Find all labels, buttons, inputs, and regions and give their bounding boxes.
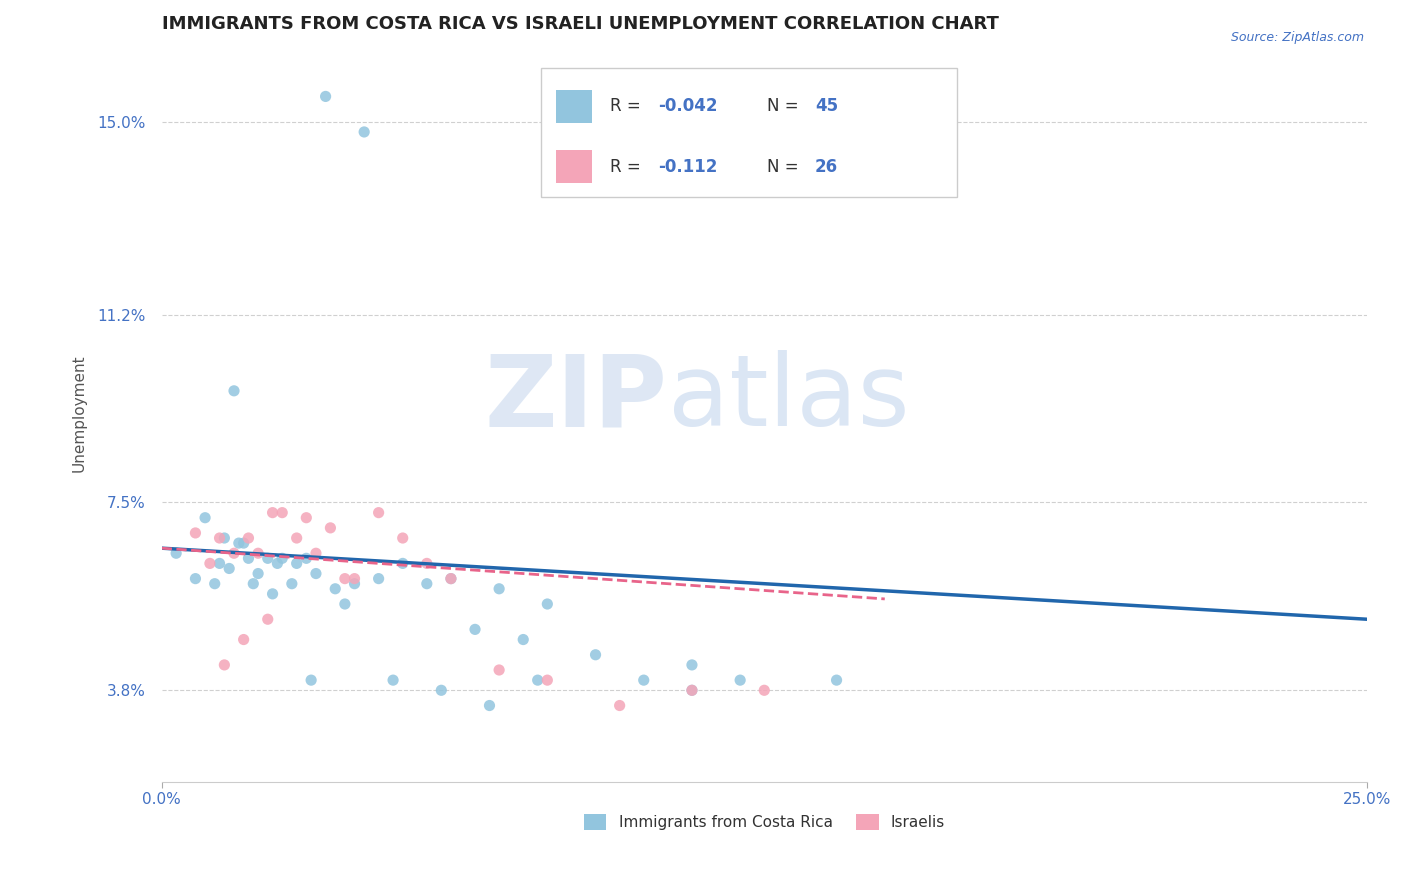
- Point: [440, 572, 463, 586]
- Point: [609, 698, 631, 713]
- Text: -0.042: -0.042: [658, 97, 717, 115]
- Point: [232, 632, 254, 647]
- Text: -0.112: -0.112: [658, 158, 717, 176]
- Point: [204, 576, 226, 591]
- Point: [305, 546, 328, 560]
- Point: [391, 557, 413, 571]
- Point: [242, 576, 264, 591]
- Legend: Immigrants from Costa Rica, Israelis: Immigrants from Costa Rica, Israelis: [578, 808, 950, 837]
- Point: [430, 683, 453, 698]
- Text: ZIP: ZIP: [485, 351, 668, 448]
- Point: [536, 673, 558, 687]
- Point: [440, 572, 463, 586]
- Point: [232, 536, 254, 550]
- Text: atlas: atlas: [668, 351, 910, 448]
- Point: [367, 572, 389, 586]
- Point: [728, 673, 751, 687]
- Point: [271, 506, 294, 520]
- Point: [343, 576, 366, 591]
- Point: [208, 531, 231, 545]
- Point: [285, 557, 308, 571]
- Point: [333, 572, 356, 586]
- Point: [214, 657, 236, 672]
- Point: [214, 531, 236, 545]
- Point: [319, 521, 342, 535]
- Point: [299, 673, 322, 687]
- Point: [218, 561, 240, 575]
- Point: [323, 582, 346, 596]
- Point: [305, 566, 328, 581]
- Text: 45: 45: [815, 97, 838, 115]
- Point: [198, 557, 221, 571]
- Bar: [555, 150, 592, 183]
- Point: [228, 536, 250, 550]
- Y-axis label: Unemployment: Unemployment: [72, 355, 86, 473]
- Point: [262, 587, 284, 601]
- Point: [295, 510, 318, 524]
- Text: R =: R =: [610, 158, 645, 176]
- Point: [247, 546, 270, 560]
- Point: [464, 623, 486, 637]
- Point: [488, 663, 510, 677]
- Text: Source: ZipAtlas.com: Source: ZipAtlas.com: [1230, 31, 1364, 45]
- Point: [825, 673, 848, 687]
- Point: [184, 525, 207, 540]
- Point: [262, 506, 284, 520]
- Point: [391, 531, 413, 545]
- Point: [222, 546, 245, 560]
- Point: [478, 698, 501, 713]
- Point: [488, 582, 510, 596]
- Point: [256, 551, 278, 566]
- Point: [526, 673, 548, 687]
- Bar: [555, 90, 592, 123]
- Point: [353, 125, 375, 139]
- Point: [367, 506, 389, 520]
- Point: [208, 557, 231, 571]
- Point: [681, 683, 703, 698]
- Text: R =: R =: [610, 97, 645, 115]
- Point: [285, 531, 308, 545]
- Point: [247, 566, 270, 581]
- Point: [343, 572, 366, 586]
- Text: N =: N =: [766, 97, 804, 115]
- Point: [315, 89, 337, 103]
- Point: [271, 551, 294, 566]
- Point: [536, 597, 558, 611]
- Point: [754, 683, 776, 698]
- Point: [333, 597, 356, 611]
- Point: [194, 510, 217, 524]
- Point: [238, 551, 260, 566]
- Point: [681, 657, 703, 672]
- Point: [222, 384, 245, 398]
- Point: [238, 531, 260, 545]
- Point: [416, 576, 439, 591]
- Point: [165, 546, 187, 560]
- Text: IMMIGRANTS FROM COSTA RICA VS ISRAELI UNEMPLOYMENT CORRELATION CHART: IMMIGRANTS FROM COSTA RICA VS ISRAELI UN…: [162, 15, 998, 33]
- Point: [585, 648, 607, 662]
- Point: [382, 673, 405, 687]
- Point: [184, 572, 207, 586]
- Point: [256, 612, 278, 626]
- Point: [633, 673, 655, 687]
- Point: [295, 551, 318, 566]
- Text: 26: 26: [815, 158, 838, 176]
- Point: [266, 557, 288, 571]
- Point: [512, 632, 534, 647]
- Point: [281, 576, 304, 591]
- Point: [681, 683, 703, 698]
- Text: N =: N =: [766, 158, 804, 176]
- Point: [416, 557, 439, 571]
